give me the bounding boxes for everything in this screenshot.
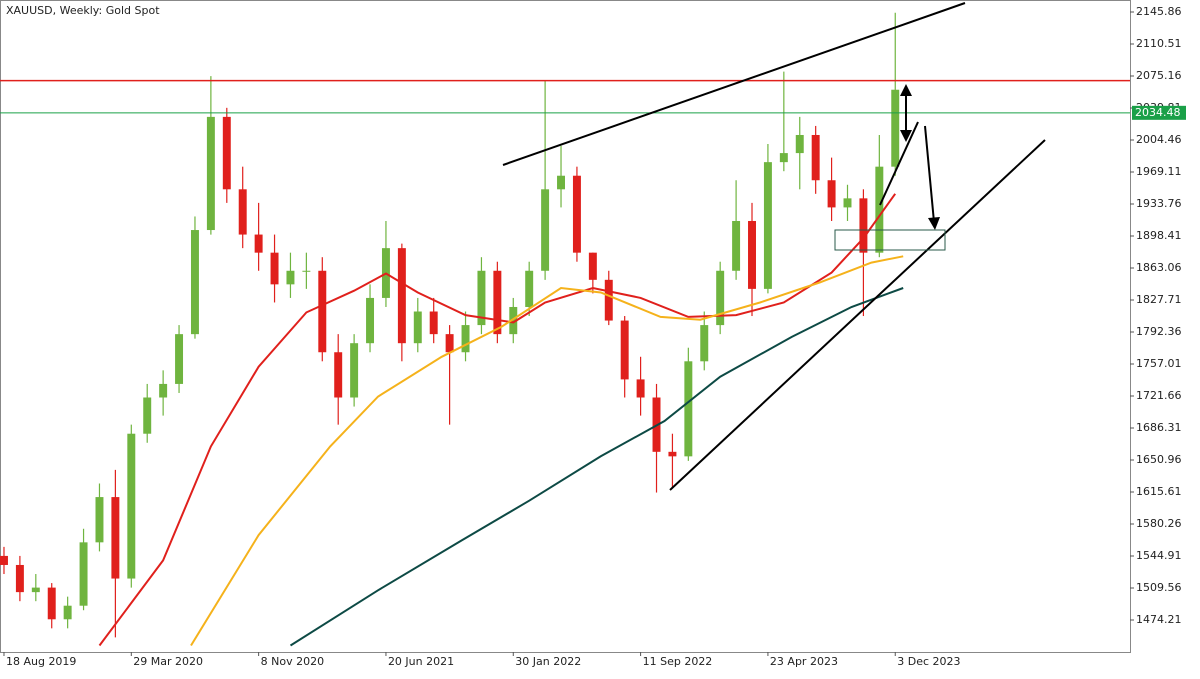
candle-body <box>588 252 597 280</box>
candle-body <box>700 325 709 362</box>
candle-body <box>159 383 168 398</box>
x-tick-label: 29 Mar 2020 <box>133 655 203 668</box>
x-tick-label: 30 Jan 2022 <box>515 655 581 668</box>
trend-line <box>879 121 919 206</box>
candle-body <box>190 230 199 335</box>
candle-body <box>541 189 550 271</box>
y-tick-label: 1969.11 <box>1136 165 1182 178</box>
candle-body <box>477 270 486 326</box>
candle-body <box>175 334 184 384</box>
candle-body <box>636 379 645 398</box>
y-tick-label: 1721.66 <box>1136 389 1182 402</box>
y-tick-label: 1686.31 <box>1136 421 1182 434</box>
candle-body <box>334 352 343 398</box>
candle-body <box>827 180 836 208</box>
moving-average <box>98 193 897 647</box>
candle-body <box>127 433 136 579</box>
candle-body <box>493 270 502 335</box>
arrow <box>924 125 935 223</box>
candle-body <box>143 397 152 434</box>
y-tick-label: 1580.26 <box>1136 517 1182 530</box>
y-tick-label: 1757.01 <box>1136 357 1182 370</box>
candle-body <box>557 175 565 190</box>
y-tick-label: 2075.16 <box>1136 69 1182 82</box>
candle-body <box>286 270 295 285</box>
candle-body <box>445 334 454 353</box>
candle-body <box>206 116 215 231</box>
moving-average <box>289 287 904 647</box>
candle-body <box>795 134 804 154</box>
candle-body <box>779 153 788 163</box>
candle-body <box>318 270 327 353</box>
candle-body <box>572 175 581 253</box>
candle-body <box>684 361 693 457</box>
y-tick-label: 1898.41 <box>1136 229 1182 242</box>
y-tick-label: 2145.86 <box>1136 5 1182 18</box>
y-tick-label: 1792.36 <box>1136 325 1182 338</box>
y-tick-label: 1474.21 <box>1136 613 1182 626</box>
candle-body <box>0 555 8 565</box>
candle-body <box>891 89 900 167</box>
candle-body <box>413 311 422 344</box>
x-tick-label: 18 Aug 2019 <box>6 655 76 668</box>
candle-body <box>302 270 311 272</box>
y-tick-label: 1827.71 <box>1136 293 1182 306</box>
x-tick-label: 11 Sep 2022 <box>643 655 713 668</box>
marks <box>0 12 1130 647</box>
y-tick-label: 1933.76 <box>1136 197 1182 210</box>
candle-body <box>748 220 756 289</box>
candle-body <box>811 134 820 181</box>
candle-body <box>875 166 884 253</box>
candle-body <box>509 306 518 335</box>
candle-body <box>238 189 247 235</box>
x-tick-label: 23 Apr 2023 <box>770 655 838 668</box>
y-tick-label: 1615.61 <box>1136 485 1182 498</box>
candle-body <box>31 587 40 593</box>
y-tick-label: 1863.06 <box>1136 261 1182 274</box>
candle-body <box>763 162 772 289</box>
candle-body <box>716 270 725 326</box>
annotations <box>502 2 1046 491</box>
trend-line <box>502 2 966 166</box>
candle-body <box>270 252 279 285</box>
y-tick-label: 1650.96 <box>1136 453 1182 466</box>
candle-body <box>843 198 852 208</box>
moving-average <box>190 255 904 647</box>
candle-body <box>222 116 231 190</box>
y-tick-label: 1544.91 <box>1136 549 1182 562</box>
candle-body <box>732 220 741 271</box>
y-tick-label: 1509.56 <box>1136 581 1182 594</box>
candle-body <box>620 320 629 380</box>
candle-body <box>47 587 56 620</box>
candle-body <box>95 497 104 543</box>
trend-line <box>669 139 1046 491</box>
candle-body <box>366 297 375 344</box>
candle-body <box>525 270 534 307</box>
candle-body <box>604 279 613 321</box>
x-tick-label: 3 Dec 2023 <box>897 655 960 668</box>
candle-body <box>397 248 406 344</box>
candle-body <box>668 451 677 457</box>
arrow-head <box>900 84 912 142</box>
candle-body <box>63 605 72 620</box>
candle-body <box>859 198 868 253</box>
y-tick-label: 2110.51 <box>1136 37 1182 50</box>
plot-frame <box>0 0 1131 653</box>
candle-body <box>79 542 88 606</box>
candle-body <box>15 564 24 593</box>
candle-body <box>254 234 263 253</box>
target-zone <box>834 229 946 251</box>
y-tick-label: 2004.46 <box>1136 133 1182 146</box>
x-tick-label: 8 Nov 2020 <box>261 655 324 668</box>
candle-body <box>350 343 359 398</box>
candle-body <box>429 311 438 335</box>
x-tick-label: 20 Jun 2021 <box>388 655 454 668</box>
chart-title: XAUUSD, Weekly: Gold Spot <box>6 4 160 17</box>
candle-body <box>461 325 470 353</box>
price-label: 2034.48 <box>1135 106 1181 119</box>
arrow-head <box>928 217 940 230</box>
candle-body <box>111 497 120 579</box>
price-box <box>1132 105 1186 120</box>
